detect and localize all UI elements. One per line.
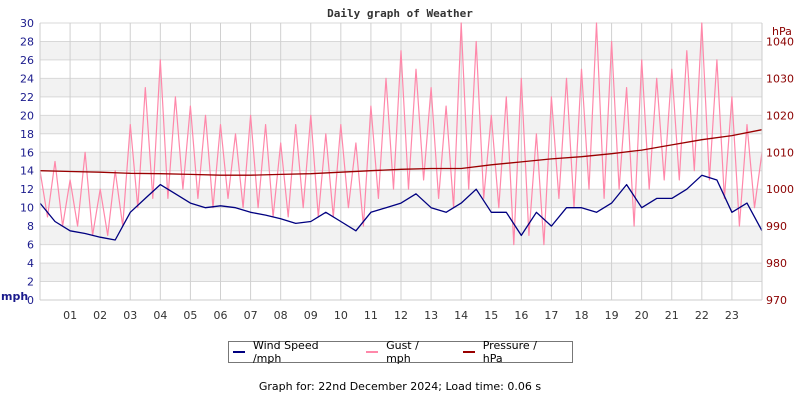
x-tick-label: 06: [214, 309, 228, 322]
left-axis-label: mph: [1, 290, 28, 303]
left-tick-label: 24: [20, 72, 34, 85]
left-tick-label: 22: [20, 91, 34, 104]
x-tick-label: 22: [695, 309, 709, 322]
left-tick-label: 30: [20, 17, 34, 30]
chart-title: Daily graph of Weather: [327, 7, 473, 20]
legend-swatch-gust: [366, 351, 379, 353]
x-tick-label: 14: [454, 309, 468, 322]
x-tick-label: 16: [514, 309, 528, 322]
x-tick-label: 03: [123, 309, 137, 322]
axes: 01 02 03 04 05 06 07 08 09 10 11 12 13 14 15 16 17 18 19 20…: [20, 17, 794, 322]
x-tick-label: 17: [544, 309, 558, 322]
x-tick-label: 07: [244, 309, 258, 322]
x-tick-label: 23: [725, 309, 739, 322]
footer-text: Graph for: 22nd December 2024; Load time…: [258, 380, 542, 393]
left-tick-label: 14: [20, 165, 34, 178]
right-tick-label: 1000: [766, 183, 794, 196]
legend-swatch-wind: [233, 351, 245, 353]
legend-item-wind: Wind Speed /mph: [233, 339, 350, 365]
x-tick-label: 15: [484, 309, 498, 322]
x-tick-label: 21: [665, 309, 679, 322]
left-tick-label: 26: [20, 54, 34, 67]
left-tick-label: 16: [20, 146, 34, 159]
weather-chart: Daily graph of Weather 01 02 03 04 05 06 07 08 0…: [1, 7, 794, 322]
series-group: [39, 22, 763, 246]
x-tick-label: 01: [63, 309, 77, 322]
legend-swatch-pressure: [462, 351, 475, 353]
legend-item-gust: Gust / mph: [366, 339, 447, 365]
x-tick-label: 19: [605, 309, 619, 322]
right-tick-label: 970: [766, 294, 787, 307]
legend: Wind Speed /mph Gust / mph Pressure / hP…: [228, 339, 573, 365]
left-tick-label: 10: [20, 202, 34, 215]
legend-item-pressure: Pressure / hPa: [462, 339, 560, 365]
grid: [40, 22, 762, 301]
left-tick-label: 20: [20, 109, 34, 122]
series-line-pressure: [39, 129, 763, 176]
x-tick-label: 10: [334, 309, 348, 322]
left-tick-label: 0: [27, 294, 34, 307]
x-tick-label: 12: [394, 309, 408, 322]
left-tick-label: 12: [20, 183, 34, 196]
x-tick-label: 18: [575, 309, 589, 322]
series-line-wind-speed: [39, 174, 763, 241]
right-tick-label: 1010: [766, 146, 794, 159]
x-tick-label: 05: [183, 309, 197, 322]
left-tick-label: 4: [27, 257, 34, 270]
right-axis-label: hPa: [772, 25, 792, 38]
left-tick-label: 28: [20, 35, 34, 48]
x-tick-label: 09: [304, 309, 318, 322]
x-tick-label: 02: [93, 309, 107, 322]
left-tick-label: 6: [27, 239, 34, 252]
right-tick-label: 980: [766, 257, 787, 270]
x-tick-label: 08: [274, 309, 288, 322]
left-tick-label: 18: [20, 128, 34, 141]
right-tick-label: 1030: [766, 72, 794, 85]
legend-label-pressure: Pressure / hPa: [482, 339, 537, 365]
legend-label-wind: Wind Speed /mph: [252, 339, 319, 365]
x-tick-label: 13: [424, 309, 438, 322]
right-tick-label: 990: [766, 220, 787, 233]
left-tick-label: 2: [27, 276, 34, 289]
right-tick-label: 1020: [766, 109, 794, 122]
left-tick-label: 8: [27, 220, 34, 233]
x-tick-label: 04: [153, 309, 167, 322]
legend-label-gust: Gust / mph: [386, 339, 419, 365]
x-tick-label: 11: [364, 309, 378, 322]
series-line-gust: [39, 22, 763, 246]
x-tick-label: 20: [635, 309, 649, 322]
right-tick-label: 1040: [766, 35, 794, 48]
